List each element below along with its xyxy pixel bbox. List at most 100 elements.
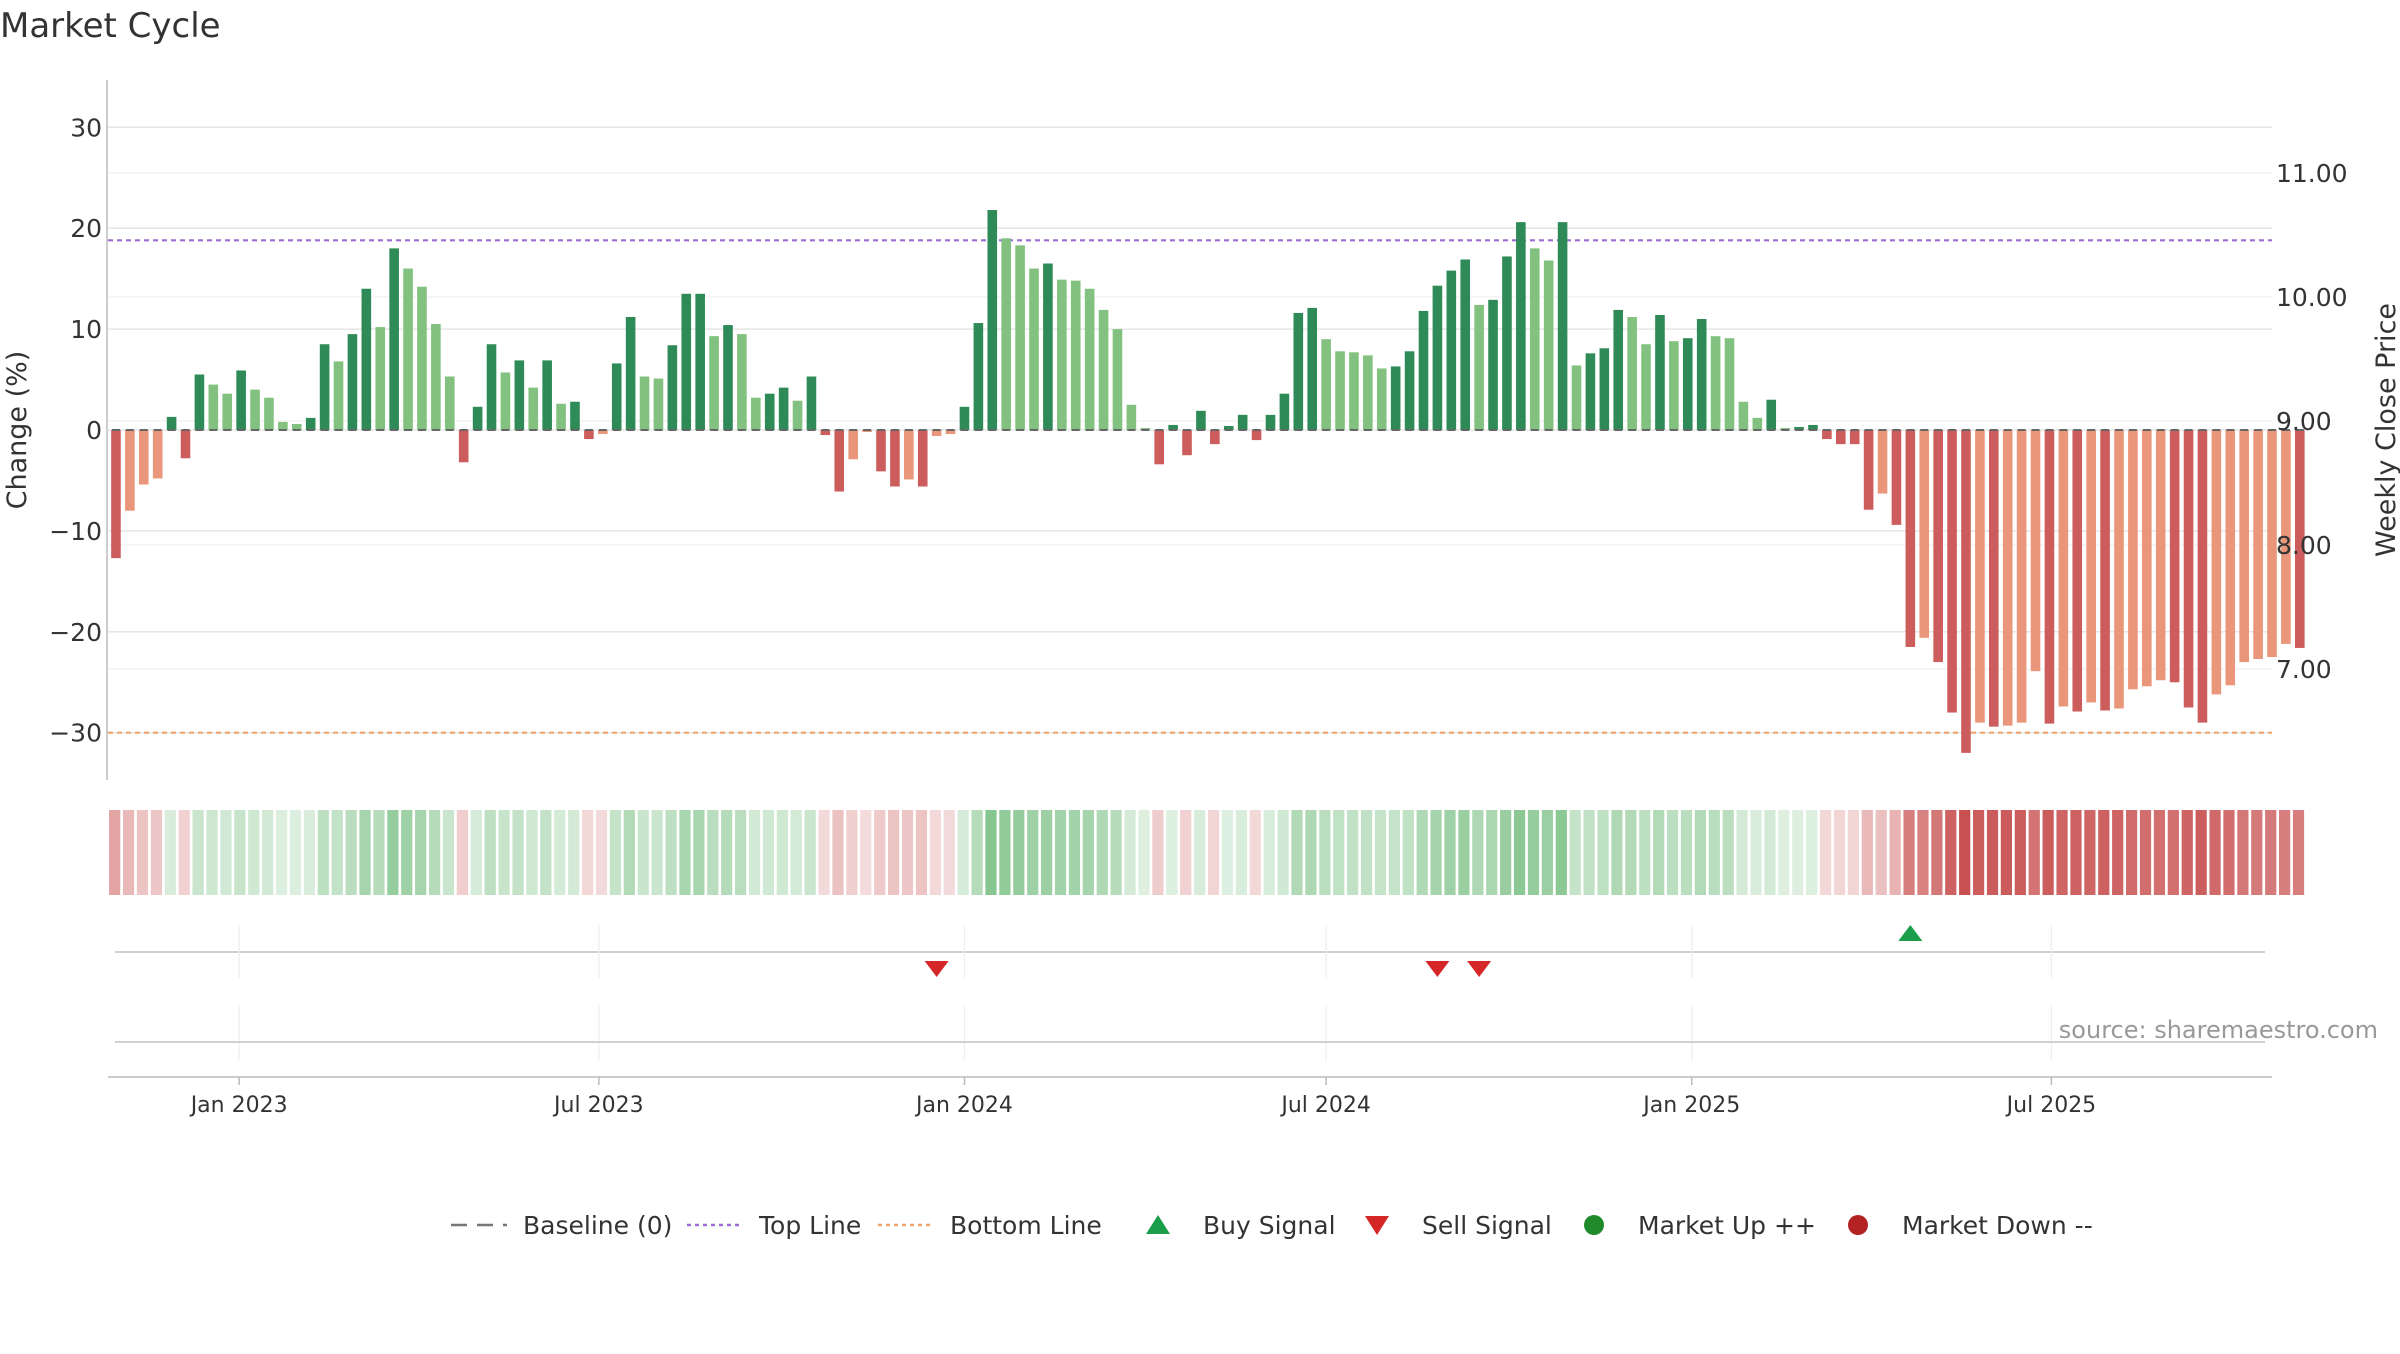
bar: [1599, 348, 1610, 430]
bar: [1849, 430, 1860, 445]
heat-cell: [804, 810, 816, 895]
bar: [1223, 425, 1234, 430]
heat-cell: [1513, 810, 1526, 895]
bar: [1043, 263, 1053, 430]
y-tick-label: 0: [86, 416, 102, 445]
heat-cell: [1666, 810, 1679, 895]
bar: [904, 430, 914, 480]
heat-cell: [317, 810, 329, 895]
heat-cell: [1583, 810, 1595, 895]
bar: [1641, 344, 1651, 430]
bar: [1988, 430, 1999, 727]
heat-cell: [1694, 810, 1706, 895]
x-tick-label: Jul 2025: [2005, 1093, 2097, 1118]
heat-cell: [1277, 810, 1289, 895]
heat-cell: [776, 810, 788, 895]
bar: [403, 268, 413, 430]
bar: [2016, 430, 2027, 723]
bar: [1335, 351, 1345, 430]
heat-cell: [303, 810, 315, 895]
heat-cell: [2223, 810, 2235, 895]
heat-cell: [1778, 810, 1790, 895]
y-tick-label: −20: [49, 618, 102, 647]
y-tick-label: −10: [49, 517, 102, 546]
legend: Baseline (0) Top Line Bottom Line Buy Signa…: [451, 1211, 2093, 1240]
heat-cell: [428, 810, 441, 895]
heat-cell: [248, 810, 260, 895]
heat-cell: [2292, 810, 2305, 895]
heat-cell: [1597, 810, 1609, 895]
bar: [1098, 309, 1109, 430]
bar: [556, 403, 566, 430]
heat-cell: [220, 810, 232, 895]
bar: [764, 393, 775, 430]
bar: [458, 430, 469, 463]
bar: [584, 430, 594, 440]
bar: [1140, 427, 1151, 430]
heat-cell: [1235, 810, 1247, 895]
bar: [2100, 430, 2110, 711]
heat-cell: [1917, 810, 1929, 895]
heat-cell: [1986, 810, 1999, 895]
legend-label: Top Line: [758, 1211, 861, 1240]
bar: [2281, 430, 2291, 644]
bar: [1557, 222, 1568, 430]
heat-cell: [1054, 810, 1067, 895]
heat-cell: [401, 810, 413, 895]
bar: [1975, 430, 1985, 723]
bar: [876, 430, 886, 472]
y2-tick-label: 9.00: [2276, 407, 2332, 436]
heat-cell: [122, 810, 135, 895]
bar: [305, 417, 316, 430]
bar: [848, 430, 858, 460]
bar: [1529, 248, 1540, 430]
bar: [1543, 260, 1554, 430]
bar: [2030, 430, 2041, 672]
bar: [347, 334, 358, 430]
heat-cell: [331, 810, 343, 895]
bar: [180, 430, 191, 459]
heat-cell: [1291, 810, 1303, 895]
bar: [778, 387, 789, 430]
heat-cell: [651, 810, 663, 895]
heat-cell: [1500, 810, 1512, 895]
bar: [1585, 353, 1596, 430]
bar: [1237, 414, 1248, 430]
heat-cell: [262, 810, 274, 895]
heat-cell: [2265, 810, 2277, 895]
heat-cell: [999, 810, 1011, 895]
sell-signal-marker: [1425, 961, 1450, 977]
source-credit: source: sharemaestro.com: [2059, 1016, 2378, 1044]
bar: [250, 389, 260, 430]
bar: [2058, 430, 2069, 707]
heat-cell: [1263, 810, 1275, 895]
buy-signal-marker: [1898, 925, 1923, 941]
heat-cell: [1319, 810, 1331, 895]
heat-cell: [498, 810, 510, 895]
bar: [264, 397, 274, 430]
heat-cell: [1194, 810, 1206, 895]
heat-cell: [289, 810, 302, 895]
bar: [1154, 430, 1164, 465]
bar: [639, 376, 650, 430]
heat-cell: [1110, 810, 1122, 895]
heat-cell: [540, 810, 552, 895]
heat-cell: [1639, 810, 1651, 895]
heat-cell: [1458, 810, 1470, 895]
heat-cell: [1472, 810, 1484, 895]
bar: [820, 430, 831, 436]
heat-cell: [1013, 810, 1025, 895]
bar: [1808, 424, 1818, 430]
heat-cell: [2237, 810, 2249, 895]
heat-cell: [1680, 810, 1693, 895]
heat-cell: [943, 810, 955, 895]
heat-cell: [456, 810, 468, 895]
bar: [2197, 430, 2208, 723]
heat-cell: [415, 810, 427, 895]
bar: [431, 324, 441, 430]
heat-cell: [484, 810, 496, 895]
bar: [1210, 430, 1220, 445]
bar: [945, 430, 956, 435]
bar: [1947, 430, 1957, 713]
